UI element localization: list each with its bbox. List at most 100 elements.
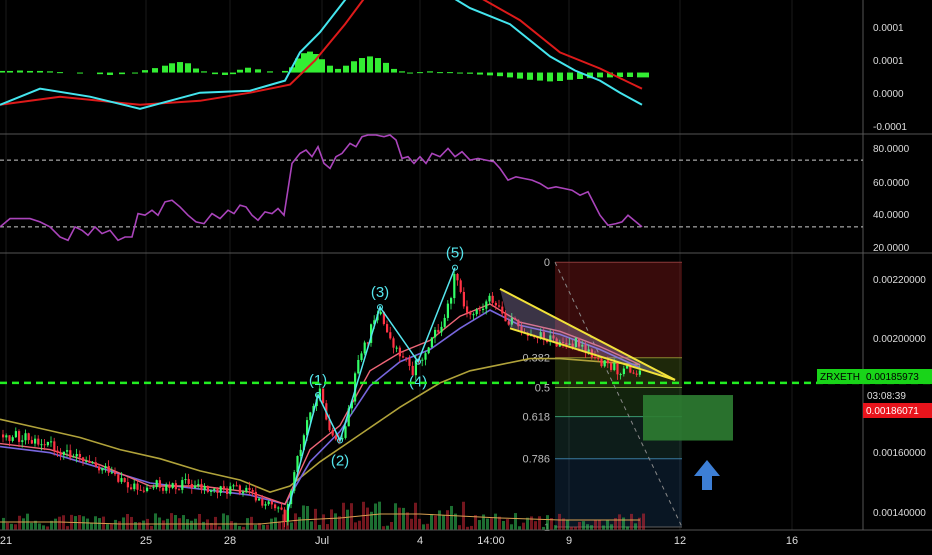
volume-bar-120: [482, 514, 485, 530]
macd-histogram-bar-21: [222, 72, 228, 75]
candle-body-6: [21, 440, 24, 442]
volume-bar-103: [414, 502, 417, 530]
candle-body-142: [456, 274, 459, 281]
candle-body-78: [251, 490, 254, 492]
candle-body-97: [312, 406, 315, 413]
candle-body-36: [117, 474, 120, 482]
volume-bar-64: [258, 522, 261, 530]
volume-bar-45: [182, 515, 185, 530]
wave-label-4: (5): [446, 245, 464, 262]
wave-label-3: (4): [409, 374, 427, 391]
candle-body-79: [254, 491, 257, 501]
candle-body-32: [104, 465, 107, 469]
candle-body-108: [347, 408, 350, 427]
macd-histogram-bar-27: [282, 70, 288, 73]
macd-histogram-bar-30: [301, 53, 307, 73]
candle-body-178: [571, 343, 574, 347]
volume-bar-153: [614, 518, 617, 530]
candle-body-135: [434, 329, 437, 338]
volume-bar-80: [322, 514, 325, 530]
volume-bar-102: [410, 518, 413, 530]
macd-histogram-bar-16: [177, 62, 183, 73]
candle-body-66: [213, 488, 216, 491]
volume-bar-152: [610, 524, 613, 530]
candle-body-132: [424, 353, 427, 360]
macd-histogram-bar-24: [245, 67, 251, 73]
candle-body-125: [402, 356, 405, 358]
volume-bar-148: [594, 520, 597, 530]
volume-bar-96: [386, 525, 389, 530]
volume-bar-94: [378, 501, 381, 530]
wave-path: [287, 267, 456, 511]
candle-body-104: [334, 435, 337, 440]
macd-histogram-bar-39: [367, 56, 373, 73]
candle-body-156: [501, 306, 504, 314]
candle-body-92: [296, 456, 299, 473]
candle-body-30: [98, 466, 101, 471]
ma-slow-line: [0, 357, 641, 493]
candle-body-87: [280, 507, 283, 510]
x-tick-3: Jul: [315, 535, 329, 547]
candle-body-153: [491, 295, 494, 303]
volume-bar-60: [242, 526, 245, 530]
macd-histogram-bar-58: [547, 72, 553, 82]
candle-body-176: [565, 342, 568, 345]
macd-histogram-bar-14: [162, 65, 168, 73]
candle-body-17: [56, 450, 59, 453]
candle-body-152: [488, 295, 491, 302]
volume-bar-43: [174, 515, 177, 530]
candle-body-24: [78, 454, 81, 458]
candle-body-10: [34, 438, 37, 444]
volume-bar-107: [430, 513, 433, 530]
macd-histogram-bar-25: [255, 69, 261, 73]
volume-bar-24: [98, 518, 101, 530]
candle-body-19: [62, 451, 65, 455]
volume-bar-89: [358, 520, 361, 530]
candle-body-73: [235, 485, 238, 487]
macd-histogram-bar-34: [327, 65, 333, 73]
macd-histogram-bar-43: [399, 71, 405, 73]
candle-body-179: [574, 337, 577, 347]
volume-bar-100: [402, 507, 405, 530]
volume-bar-134: [538, 516, 541, 530]
candle-body-28: [91, 462, 94, 464]
candle-body-112: [360, 353, 363, 360]
volume-bar-158: [634, 523, 637, 530]
candle-body-186: [597, 358, 600, 360]
volume-bar-13: [54, 518, 57, 530]
current-price-label: 0.00186071: [866, 406, 919, 417]
volume-bar-143: [574, 526, 577, 530]
candle-body-180: [578, 337, 581, 347]
symbol-badge: [817, 369, 863, 384]
macd-histogram-bar-46: [427, 71, 433, 73]
volume-bar-137: [550, 518, 553, 530]
candle-body-16: [53, 441, 56, 451]
volume-bar-85: [342, 502, 345, 530]
candle-body-155: [498, 305, 501, 307]
volume-bar-57: [230, 521, 233, 530]
volume-bar-147: [590, 525, 593, 530]
candle-body-136: [437, 329, 440, 333]
macd-histogram-bar-5: [47, 71, 53, 73]
volume-bar-86: [346, 509, 349, 530]
candle-body-89: [286, 504, 289, 522]
candle-body-56: [181, 480, 184, 490]
candle-body-58: [187, 479, 190, 484]
macd-histogram-bar-8: [97, 72, 103, 75]
candle-body-149: [478, 309, 481, 311]
candle-body-68: [219, 486, 222, 493]
macd-histogram-bar-49: [457, 72, 463, 74]
candle-body-84: [270, 501, 273, 505]
candle-body-191: [613, 363, 616, 370]
candle-body-126: [405, 357, 408, 359]
macd-histogram-bar-55: [517, 72, 523, 79]
candle-body-53: [171, 483, 174, 489]
volume-bar-10: [42, 525, 45, 530]
volume-bar-114: [458, 525, 461, 530]
candle-body-122: [392, 338, 395, 348]
volume-bar-74: [298, 517, 301, 530]
candle-body-146: [469, 312, 472, 315]
candle-body-93: [299, 449, 302, 457]
candle-body-190: [610, 363, 613, 370]
volume-bar-129: [518, 526, 521, 530]
